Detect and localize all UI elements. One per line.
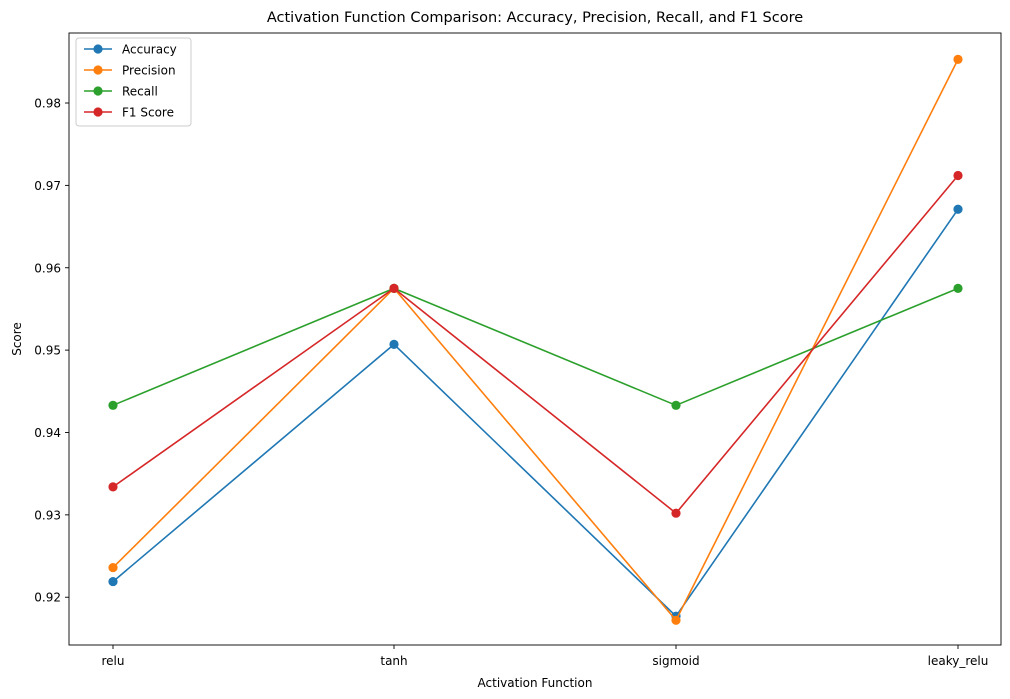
data-point [953, 54, 963, 64]
x-tick-label: tanh [380, 654, 407, 668]
legend-marker [93, 65, 103, 75]
data-point [953, 283, 963, 293]
data-point [108, 562, 118, 573]
legend: Accuracy Precision Recall F1 Score [75, 37, 192, 127]
series-line [112, 174, 959, 515]
chart-title: Activation Function Comparison: Accuracy… [267, 10, 803, 26]
y-axis-label: Score [10, 322, 24, 356]
legend-item: Recall [84, 85, 158, 99]
legend-box [75, 37, 192, 127]
legend-marker [93, 44, 103, 54]
data-point [108, 400, 118, 410]
legend-item: Precision [84, 64, 176, 78]
data-point [953, 204, 963, 214]
legend-marker [93, 107, 103, 117]
data-point [108, 482, 118, 492]
data-point [389, 283, 399, 293]
series-f1-score [108, 170, 963, 518]
data-point [671, 508, 681, 518]
y-tick-label: 0.97 [34, 179, 61, 193]
plot-area-frame [68, 32, 1002, 646]
legend-marker [93, 86, 103, 96]
data-point [671, 615, 681, 625]
legend-item: Accuracy [84, 43, 177, 57]
data-point [389, 339, 399, 349]
y-tick-label: 0.93 [34, 508, 61, 522]
legend-label: Precision [122, 64, 176, 78]
legend-label: F1 Score [122, 106, 174, 120]
y-tick-label: 0.95 [34, 344, 61, 358]
y-axis: 0.92 0.93 0.94 0.95 0.96 0.97 0.98 [34, 97, 69, 605]
data-point [108, 576, 118, 587]
series-accuracy [108, 204, 963, 621]
legend-label: Accuracy [122, 43, 177, 57]
x-axis: relu tanh sigmoid leaky_relu [102, 645, 989, 668]
data-point [953, 170, 963, 181]
legend-item: F1 Score [84, 106, 174, 120]
legend-label: Recall [122, 85, 158, 99]
x-tick-label: relu [102, 654, 125, 668]
series-line [112, 208, 959, 617]
x-tick-label: leaky_relu [928, 654, 989, 668]
y-tick-label: 0.96 [34, 261, 61, 275]
x-tick-label: sigmoid [652, 654, 699, 668]
y-tick-label: 0.98 [34, 97, 61, 111]
y-tick-label: 0.94 [34, 426, 61, 440]
series-line [112, 287, 959, 407]
series-layer [108, 54, 963, 625]
series-line [112, 59, 959, 622]
data-point [671, 400, 681, 410]
series-recall [108, 283, 963, 410]
y-tick-label: 0.92 [34, 591, 61, 605]
x-axis-label: Activation Function [478, 676, 593, 690]
